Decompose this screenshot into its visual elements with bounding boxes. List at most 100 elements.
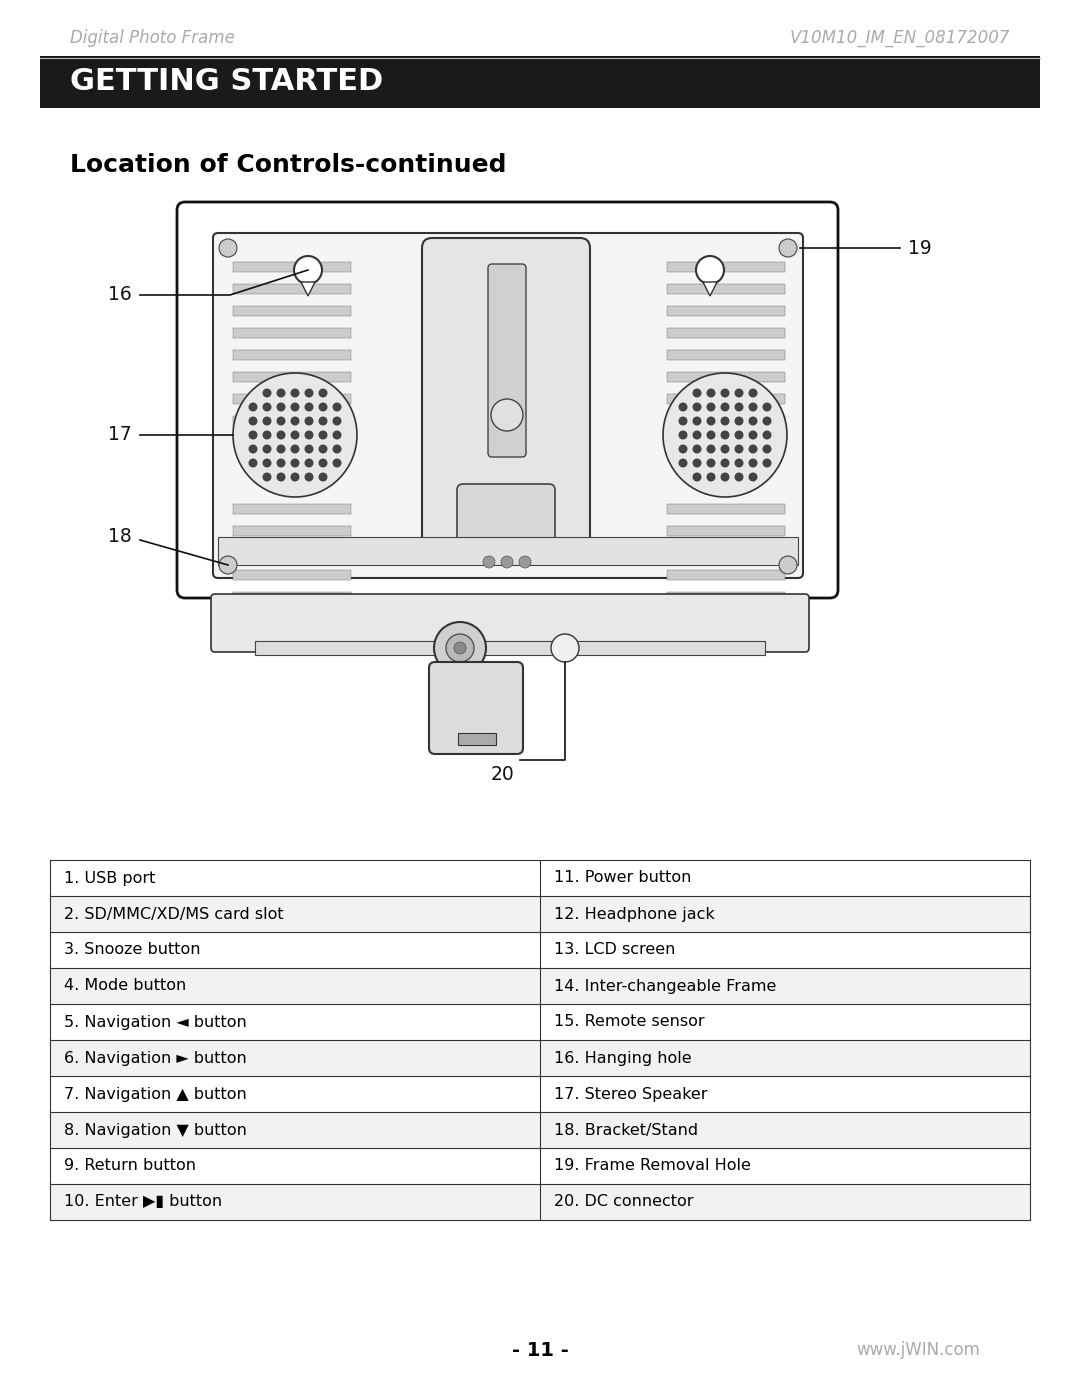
Circle shape	[720, 416, 729, 426]
Bar	[667, 328, 785, 338]
Bar	[233, 416, 351, 426]
FancyBboxPatch shape	[429, 662, 523, 754]
FancyBboxPatch shape	[440, 541, 572, 560]
Text: 15. Remote sensor: 15. Remote sensor	[554, 1014, 704, 1030]
Circle shape	[305, 444, 313, 454]
Polygon shape	[301, 282, 315, 296]
Text: 17. Stereo Speaker: 17. Stereo Speaker	[554, 1087, 707, 1101]
Text: www.jWIN.com: www.jWIN.com	[856, 1341, 980, 1359]
Circle shape	[276, 472, 285, 482]
FancyBboxPatch shape	[488, 264, 526, 457]
Circle shape	[696, 256, 724, 284]
Circle shape	[454, 643, 465, 654]
Circle shape	[748, 430, 757, 440]
Bar	[50, 1039, 1030, 1076]
Circle shape	[692, 472, 702, 482]
Bar	[40, 56, 1040, 108]
Bar	[233, 306, 351, 316]
Circle shape	[291, 402, 299, 412]
Circle shape	[762, 402, 771, 412]
Circle shape	[333, 430, 341, 440]
Circle shape	[678, 402, 688, 412]
FancyBboxPatch shape	[457, 483, 555, 543]
Circle shape	[319, 430, 327, 440]
Circle shape	[748, 416, 757, 426]
Circle shape	[748, 458, 757, 468]
Circle shape	[491, 400, 523, 432]
Circle shape	[291, 416, 299, 426]
Circle shape	[276, 402, 285, 412]
Bar	[233, 570, 351, 580]
Circle shape	[734, 416, 743, 426]
Circle shape	[276, 458, 285, 468]
Text: 18: 18	[108, 528, 132, 546]
Circle shape	[305, 472, 313, 482]
Bar	[255, 641, 765, 655]
Circle shape	[663, 373, 787, 497]
Circle shape	[262, 430, 271, 440]
Circle shape	[734, 472, 743, 482]
Circle shape	[706, 458, 715, 468]
Circle shape	[734, 402, 743, 412]
Circle shape	[319, 472, 327, 482]
Circle shape	[706, 388, 715, 398]
Bar	[233, 527, 351, 536]
Circle shape	[762, 458, 771, 468]
Text: 3. Snooze button: 3. Snooze button	[64, 943, 201, 957]
Bar	[667, 306, 785, 316]
Text: 12. Headphone jack: 12. Headphone jack	[554, 907, 715, 922]
Text: 4. Mode button: 4. Mode button	[64, 978, 186, 993]
Circle shape	[720, 458, 729, 468]
Circle shape	[678, 458, 688, 468]
Circle shape	[762, 416, 771, 426]
Bar	[50, 968, 1030, 1004]
Circle shape	[305, 402, 313, 412]
Circle shape	[748, 444, 757, 454]
Circle shape	[262, 388, 271, 398]
Text: V10M10_IM_EN_08172007: V10M10_IM_EN_08172007	[789, 29, 1010, 47]
Text: 16. Hanging hole: 16. Hanging hole	[554, 1051, 691, 1066]
Circle shape	[519, 556, 531, 569]
FancyBboxPatch shape	[453, 239, 546, 257]
Text: 20. DC connector: 20. DC connector	[554, 1194, 693, 1210]
Bar	[667, 263, 785, 272]
Text: 19: 19	[908, 239, 932, 257]
Circle shape	[333, 416, 341, 426]
FancyBboxPatch shape	[422, 237, 590, 553]
Circle shape	[333, 444, 341, 454]
Bar	[667, 284, 785, 293]
Bar	[233, 263, 351, 272]
Circle shape	[720, 388, 729, 398]
Circle shape	[692, 458, 702, 468]
Text: 18. Bracket/Stand: 18. Bracket/Stand	[554, 1123, 698, 1137]
Bar	[233, 351, 351, 360]
Text: 6. Navigation ► button: 6. Navigation ► button	[64, 1051, 246, 1066]
Text: Location of Controls-continued: Location of Controls-continued	[70, 154, 507, 177]
Bar	[233, 504, 351, 514]
Bar	[233, 284, 351, 293]
Bar	[218, 536, 798, 564]
Circle shape	[779, 556, 797, 574]
Bar	[50, 1185, 1030, 1220]
Circle shape	[748, 402, 757, 412]
Circle shape	[720, 430, 729, 440]
Text: 7. Navigation ▲ button: 7. Navigation ▲ button	[64, 1087, 246, 1101]
Circle shape	[706, 444, 715, 454]
Text: 11. Power button: 11. Power button	[554, 870, 691, 886]
Bar	[50, 1112, 1030, 1148]
Circle shape	[276, 430, 285, 440]
Text: 13. LCD screen: 13. LCD screen	[554, 943, 675, 957]
Circle shape	[483, 556, 495, 569]
Circle shape	[262, 458, 271, 468]
Circle shape	[734, 444, 743, 454]
Circle shape	[305, 388, 313, 398]
Circle shape	[748, 388, 757, 398]
Circle shape	[779, 239, 797, 257]
Text: 10. Enter ▶▮ button: 10. Enter ▶▮ button	[64, 1194, 222, 1210]
Text: GETTING STARTED: GETTING STARTED	[70, 67, 383, 96]
Bar	[667, 592, 785, 602]
Circle shape	[248, 430, 257, 440]
Circle shape	[233, 373, 357, 497]
Bar	[233, 328, 351, 338]
Circle shape	[551, 634, 579, 662]
